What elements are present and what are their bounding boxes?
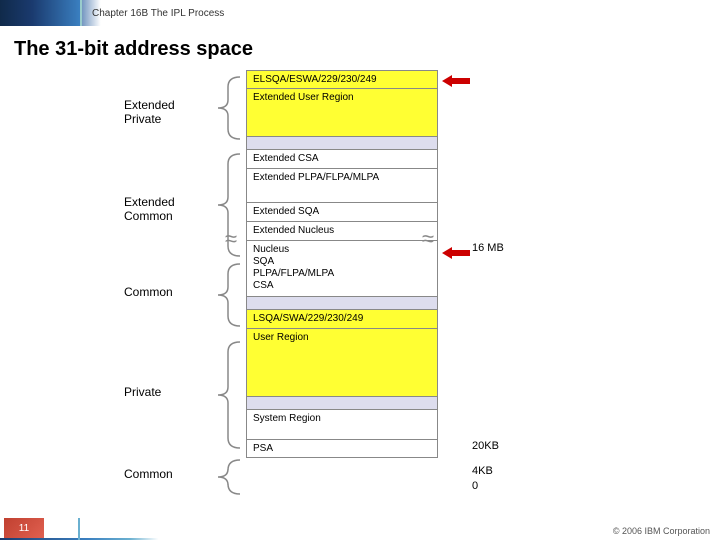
chapter-label: Chapter 16B The IPL Process	[92, 8, 224, 19]
group-label: Private	[124, 385, 161, 399]
stack-row: Nucleus SQA PLPA/FLPA/MLPA CSA	[246, 241, 438, 297]
stack-row: Extended CSA	[246, 150, 438, 169]
header-bar: Chapter 16B The IPL Process	[0, 0, 720, 26]
pointer-arrow-icon	[442, 74, 470, 88]
stack-row: ELSQA/ESWA/229/230/249	[246, 70, 438, 89]
footer-divider	[78, 518, 80, 540]
brace-icon	[212, 262, 242, 328]
group-label: Common	[124, 467, 173, 481]
stack-row: System Region	[246, 410, 438, 440]
address-label: 4KB	[472, 465, 493, 477]
page-number: 11	[4, 518, 44, 538]
page-title: The 31-bit address space	[14, 38, 720, 61]
stack-row	[246, 297, 438, 310]
header-accent	[0, 0, 82, 26]
brace-icon	[212, 75, 242, 141]
stack-row: PSA	[246, 440, 438, 458]
break-mark-icon: ≈	[225, 226, 237, 252]
brace-icon	[212, 340, 242, 450]
break-mark-icon: ≈	[422, 226, 434, 252]
copyright: © 2006 IBM Corporation	[613, 526, 710, 536]
stack-row: User Region	[246, 329, 438, 397]
stack-row: LSQA/SWA/229/230/249	[246, 310, 438, 329]
group-label: Extended Common	[124, 195, 175, 223]
memory-stack: ELSQA/ESWA/229/230/249Extended User Regi…	[246, 70, 438, 458]
stack-row: Extended PLPA/FLPA/MLPA	[246, 169, 438, 203]
address-label: 20KB	[472, 440, 499, 452]
pointer-arrow-icon	[442, 246, 470, 260]
stack-row	[246, 137, 438, 150]
address-space-diagram: ELSQA/ESWA/229/230/249Extended User Regi…	[0, 70, 720, 510]
group-label: Extended Private	[124, 98, 175, 126]
stack-row: Extended SQA	[246, 203, 438, 222]
address-label: 16 MB	[472, 242, 504, 254]
stack-row	[246, 397, 438, 410]
group-label: Common	[124, 285, 173, 299]
address-label: 0	[472, 480, 478, 492]
footer: 11 © 2006 IBM Corporation	[0, 516, 720, 540]
stack-row: Extended Nucleus	[246, 222, 438, 241]
brace-icon	[212, 458, 242, 496]
stack-row: Extended User Region	[246, 89, 438, 137]
